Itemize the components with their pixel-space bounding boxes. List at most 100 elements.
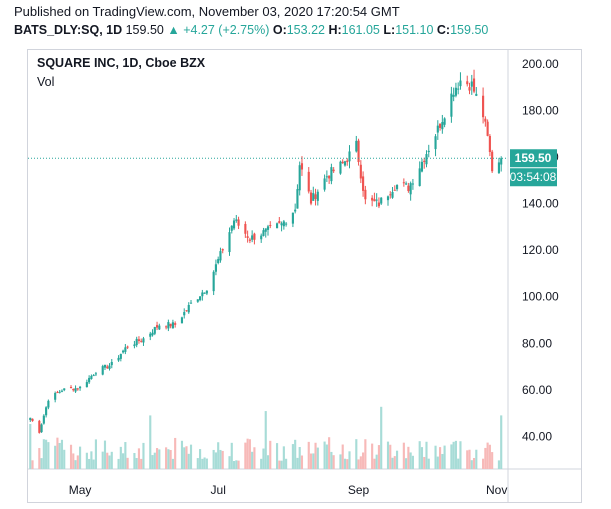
candle-body [92,375,95,377]
volume-bar [183,447,186,469]
candle-body [411,183,414,185]
volume-bar [497,460,501,469]
candle-body [459,80,462,87]
candle-body [244,223,247,234]
candle-body [316,191,319,201]
candle-body [40,424,43,433]
volume-bar [212,449,215,469]
candle-body [103,364,107,368]
volume-bar [472,458,476,469]
candle-body [60,390,64,392]
volume-bar [79,446,82,469]
volume-bar [165,447,168,469]
candle-body [232,220,236,229]
candle-body [47,400,50,408]
volume-bar [375,454,378,469]
volume-bar [457,458,460,469]
volume-bar [40,458,43,469]
volume-bar [217,442,220,469]
candle-body [452,95,455,97]
volume-bar [402,442,405,469]
candle-body [434,136,437,150]
candle-body [420,161,424,172]
candle-body [63,388,66,391]
candle-body [395,185,399,190]
candle-body [253,233,256,240]
candle-body [436,125,439,133]
candle-body [74,388,77,392]
candle-body [122,350,125,353]
y-tick-label: 200.00 [522,57,559,71]
volume-bar [45,439,48,469]
candle-body [280,223,283,226]
last-price-tag: 159.50 [515,151,552,165]
volume-bar [47,442,50,469]
candle-body [56,392,59,394]
volume-bar [169,449,172,469]
candle-body [45,407,48,416]
volume-bar [244,442,247,469]
candle-body [341,161,344,164]
candle-body [137,339,141,341]
volume-bar [230,442,233,469]
volume-bar [443,445,446,469]
candle-body [158,325,161,330]
volume-bar [94,439,97,469]
candle-body [339,161,342,174]
candle-body [217,259,220,264]
volume-bar [325,444,328,469]
volume-bar [237,460,240,469]
volume-bar [425,441,428,469]
volume-bar [468,449,471,469]
volume-bar [339,454,342,469]
candle-body [205,290,208,294]
open-value: 153.22 [286,23,325,37]
candle-body [450,93,453,117]
volume-bar [380,406,383,469]
symbol-label: BATS_DLY:SQ, 1D [14,23,123,37]
volume-bar [187,453,190,469]
candle-body [142,338,145,343]
volume-bar [486,442,489,469]
volume-bar [151,455,154,469]
volume-bar [391,457,394,469]
volume-bar [323,441,326,469]
candle-body [219,251,222,261]
volume-bar [205,458,208,469]
volume-bar [149,415,152,469]
volume-bar [294,439,297,469]
volume-bar [167,449,170,469]
candle-body [94,373,97,375]
candle-body [443,118,446,125]
candle-body [298,165,301,191]
candle-body [88,377,91,383]
volume-bar [491,452,494,469]
y-tick-label: 120.00 [522,243,559,257]
volume-bar [300,455,304,469]
volume-bar [58,442,61,469]
candle-body [246,236,249,238]
volume-bar [38,448,41,469]
volume-bar [316,447,319,469]
candle-body [364,189,367,200]
candle-body [262,230,265,236]
volume-bar [309,453,313,469]
volume-bar [371,443,374,469]
candle-body [119,354,122,359]
volume-bar [248,439,251,469]
candle-body [389,194,392,196]
volume-bar [142,442,145,469]
candle-body [214,264,217,272]
candle-body [314,194,317,199]
candle-body [251,235,254,240]
change-value: +4.27 (+2.75%) [183,23,270,37]
candle-body [312,193,315,201]
high-label: H: [328,23,342,37]
volume-bar [101,451,104,469]
volume-bar [346,459,349,469]
x-tick-label: Sep [348,483,370,497]
volume-bar [92,459,95,469]
volume-bar [246,438,249,469]
candle-body [282,221,285,227]
